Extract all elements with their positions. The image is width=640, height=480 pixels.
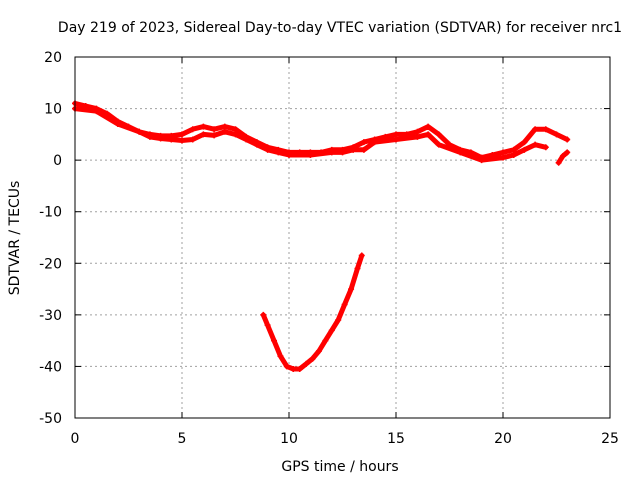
data-point	[303, 360, 310, 367]
y-tick-label: -50	[39, 411, 62, 427]
data-point	[277, 353, 284, 360]
data-point	[93, 108, 100, 115]
data-point	[478, 157, 485, 164]
grid-lines	[75, 57, 610, 418]
data-point	[221, 128, 228, 135]
data-point	[371, 139, 378, 146]
data-point	[315, 347, 322, 354]
data-point	[328, 327, 335, 334]
axis-ticks	[74, 56, 611, 419]
data-point	[296, 366, 303, 373]
data-point	[500, 149, 506, 156]
data-point	[553, 131, 560, 138]
data-point	[414, 133, 421, 140]
data-point	[211, 126, 218, 133]
y-tick-label: -40	[39, 359, 62, 375]
x-tick-label: 20	[494, 431, 512, 447]
data-point	[360, 139, 367, 146]
data-point	[211, 132, 218, 139]
data-point	[435, 141, 442, 148]
data-point	[339, 149, 346, 156]
data-point	[335, 317, 342, 324]
y-tick-label: -10	[39, 205, 62, 221]
series-dip-track	[260, 253, 365, 372]
data-point	[354, 265, 361, 272]
data-point	[322, 337, 329, 344]
data-point	[200, 123, 207, 130]
data-point	[542, 126, 549, 133]
data-point	[555, 159, 562, 166]
data-point	[114, 121, 121, 128]
data-point	[264, 322, 271, 329]
data-point	[232, 126, 239, 133]
data-point	[532, 126, 539, 133]
data-point	[146, 133, 153, 140]
data-point	[264, 146, 271, 153]
data-point	[510, 146, 517, 153]
data-point	[179, 131, 185, 138]
data-point	[521, 139, 528, 146]
x-tick-label: 15	[387, 431, 405, 447]
y-tick-label: -20	[39, 256, 62, 272]
data-point	[341, 301, 348, 308]
data-point	[221, 123, 228, 130]
y-axis-label: SDTVAR / TECUs	[7, 181, 23, 296]
data-point	[275, 149, 282, 156]
data-point	[425, 123, 432, 130]
x-tick-label: 10	[280, 431, 298, 447]
y-tick-label: 10	[44, 102, 62, 118]
tick-labels: 0 5 10 15 20 25 20 10 0 -10 -20 -30 -40 -50	[39, 50, 619, 447]
data-point	[243, 136, 250, 143]
data-point	[521, 146, 528, 153]
data-point	[157, 135, 164, 142]
data-point	[260, 311, 267, 318]
y-tick-label: 20	[44, 50, 62, 66]
data-point	[425, 131, 432, 138]
data-point	[290, 366, 297, 373]
data-point	[500, 154, 506, 161]
data-point	[200, 131, 207, 138]
y-tick-label: 0	[53, 153, 62, 169]
data-point	[271, 337, 278, 344]
data-point	[393, 131, 399, 138]
data-point	[435, 131, 442, 138]
data-point	[564, 149, 571, 156]
data-point	[532, 141, 539, 148]
data-point	[189, 126, 196, 133]
data-point	[457, 149, 464, 156]
chart-title: Day 219 of 2023, Sidereal Day-to-day VTE…	[58, 20, 622, 36]
plot-frame	[74, 56, 611, 419]
data-point	[179, 137, 185, 144]
data-point	[360, 146, 367, 153]
data-point	[350, 146, 357, 153]
x-axis-label: GPS time / hours	[281, 459, 398, 475]
data-point	[232, 131, 239, 138]
data-point	[559, 153, 566, 160]
y-tick-label: -30	[39, 308, 62, 324]
data-point	[309, 355, 316, 362]
x-tick-label: 5	[178, 431, 187, 447]
data-point	[328, 149, 335, 156]
data-point	[542, 144, 549, 151]
data-point	[358, 252, 365, 259]
data-point	[168, 136, 175, 143]
data-point	[136, 128, 143, 135]
x-tick-label: 0	[71, 431, 80, 447]
data-point	[283, 363, 290, 370]
data-point	[414, 128, 421, 135]
data-point	[510, 151, 517, 158]
data-point	[564, 136, 571, 143]
data-point	[348, 286, 355, 293]
data-point	[253, 141, 260, 148]
data-point	[393, 136, 399, 143]
x-tick-label: 25	[601, 431, 619, 447]
data-marks	[72, 100, 571, 373]
data-point	[307, 151, 314, 158]
data-point	[189, 136, 196, 143]
data-point	[286, 151, 292, 158]
